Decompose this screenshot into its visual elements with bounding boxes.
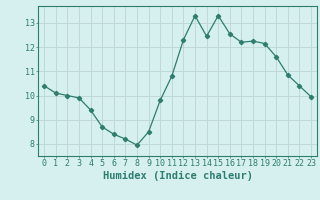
X-axis label: Humidex (Indice chaleur): Humidex (Indice chaleur) [103,171,252,181]
